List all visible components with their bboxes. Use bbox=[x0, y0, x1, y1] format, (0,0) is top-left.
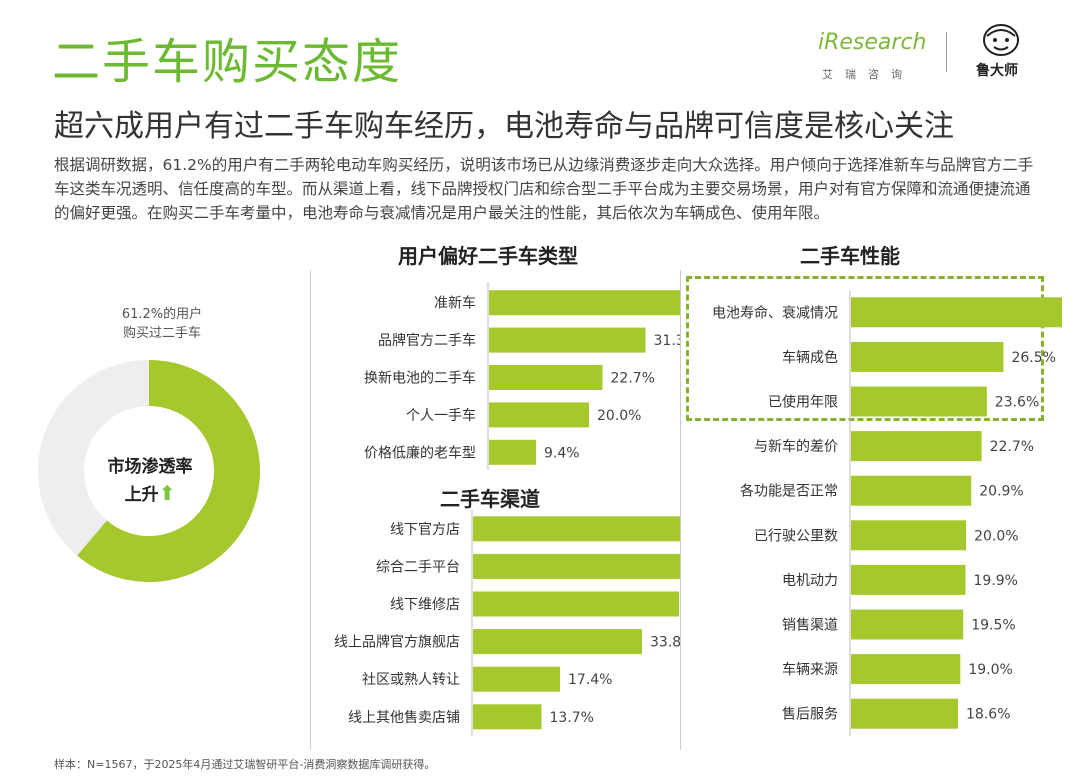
penetration-donut-chart bbox=[38, 360, 260, 582]
ludashi-logo-text: 鲁大师 bbox=[976, 63, 1018, 79]
bar bbox=[851, 698, 959, 729]
bar bbox=[851, 654, 961, 685]
divider-right bbox=[680, 270, 681, 750]
page-title: 二手车购买态度 bbox=[52, 34, 403, 90]
bar-category-label: 车辆来源 bbox=[782, 661, 838, 678]
bar-category-label: 与新车的差价 bbox=[754, 438, 838, 455]
bar bbox=[473, 666, 560, 692]
bar bbox=[489, 327, 646, 353]
summary-text: 根据调研数据，61.2%的用户有二手两轮电动车购买经历，说明该市场已从边缘消费逐… bbox=[54, 156, 1034, 222]
bar-category-label: 线下维修店 bbox=[390, 597, 460, 613]
ludashi-face-icon bbox=[983, 24, 1019, 56]
donut-label-line2: 购买过二手车 bbox=[122, 326, 201, 341]
bar-value-label: 9.4% bbox=[544, 445, 580, 461]
donut-center-trend: 上升⬆ bbox=[90, 480, 210, 505]
donut-value-arc bbox=[77, 360, 260, 582]
bar bbox=[473, 704, 542, 730]
bar bbox=[473, 553, 680, 579]
bar-category-label: 销售渠道 bbox=[782, 618, 838, 634]
bar bbox=[489, 290, 680, 316]
bar-category-label: 已行驶公里数 bbox=[754, 528, 838, 544]
bar-category-label: 准新车 bbox=[434, 295, 476, 312]
footnote: 样本：N=1567，于2025年4月通过艾瑞智研平台-消费洞察数据库调研获得。 bbox=[54, 758, 436, 771]
donut-trend-label: 上升 bbox=[124, 485, 159, 505]
bar-value-label: 22.7% bbox=[611, 371, 655, 387]
bar-value-label: 23.6% bbox=[995, 395, 1039, 411]
bar bbox=[851, 609, 964, 640]
bar-category-label: 综合二手平台 bbox=[376, 559, 460, 575]
bar-value-label: 20.9% bbox=[979, 484, 1023, 500]
chart-title-channels: 二手车渠道 bbox=[440, 487, 540, 511]
bar-category-label: 已使用年限 bbox=[768, 394, 838, 411]
bar-value-label: 13.7% bbox=[550, 710, 594, 726]
donut-label: 61.2%的用户 购买过二手车 bbox=[92, 305, 232, 343]
bar bbox=[489, 365, 603, 390]
bar-category-label: 电池寿命、衰减情况 bbox=[712, 304, 838, 321]
bar-value-label: 20.0% bbox=[974, 528, 1018, 544]
chart-title-performance: 二手车性能 bbox=[800, 244, 900, 268]
arrow-up-icon: ⬆ bbox=[158, 481, 176, 505]
bar-value-label: 20.0% bbox=[597, 408, 641, 424]
bar bbox=[851, 431, 982, 462]
bar-category-label: 换新电池的二手车 bbox=[364, 370, 476, 387]
page-subtitle: 超六成用户有过二手车购车经历，电池寿命与品牌可信度是核心关注 bbox=[54, 109, 954, 144]
bar-category-label: 售后服务 bbox=[782, 707, 838, 723]
bar-value-label: 18.6% bbox=[966, 707, 1010, 723]
bar-category-label: 品牌官方二手车 bbox=[378, 332, 476, 349]
bar bbox=[851, 520, 967, 551]
bar bbox=[851, 386, 987, 417]
bar-value-label: 26.5% bbox=[1011, 350, 1055, 366]
bar-value-label: 33.8% bbox=[650, 635, 680, 651]
bar bbox=[851, 475, 972, 506]
bar bbox=[473, 516, 680, 542]
bar-value-label: 19.9% bbox=[974, 573, 1018, 589]
chart-title-types: 用户偏好二手车类型 bbox=[398, 244, 578, 268]
iresearch-logo: iResearch bbox=[818, 30, 927, 55]
bar-value-label: 17.4% bbox=[568, 672, 612, 688]
bar-chart-channels: 线下官方店50.4%综合二手平台41.7%线下维修店41.2%线上品牌官方旗舰店… bbox=[334, 510, 680, 736]
bar bbox=[473, 629, 642, 655]
donut-center-title: 市场渗透率 bbox=[107, 457, 193, 477]
bar-category-label: 线上品牌官方旗舰店 bbox=[334, 634, 460, 651]
donut-label-line1: 61.2%的用户 bbox=[121, 307, 203, 322]
iresearch-logo-sub: 艾瑞咨询 bbox=[822, 68, 914, 81]
bar-chart-types: 准新车38.2%品牌官方二手车31.3%换新电池的二手车22.7%个人一手车20… bbox=[364, 282, 681, 470]
bar-value-label: 31.3% bbox=[654, 333, 681, 349]
bar bbox=[851, 341, 1004, 372]
bar-category-label: 各功能是否正常 bbox=[740, 484, 838, 500]
bar-category-label: 社区或熟人转让 bbox=[362, 672, 460, 688]
bar-category-label: 线上其他售卖店铺 bbox=[348, 710, 460, 726]
bar bbox=[489, 402, 589, 428]
bar-value-label: 22.7% bbox=[990, 439, 1034, 455]
bar-value-label: 19.5% bbox=[971, 618, 1015, 634]
highlight-box bbox=[686, 276, 1044, 421]
bar-category-label: 电机动力 bbox=[782, 573, 838, 589]
divider-left bbox=[310, 270, 311, 750]
logo-divider bbox=[946, 32, 947, 72]
bar-category-label: 价格低廉的老车型 bbox=[364, 444, 476, 461]
bar-chart-performance: 电池寿命、衰减情况39.9%车辆成色26.5%已使用年限23.6%与新车的差价2… bbox=[712, 290, 1062, 736]
bar bbox=[851, 297, 1062, 328]
bar bbox=[489, 439, 536, 465]
bar-category-label: 个人一手车 bbox=[406, 407, 476, 424]
bar-category-label: 车辆成色 bbox=[782, 349, 838, 366]
bar bbox=[473, 591, 679, 617]
bar-category-label: 线下官方店 bbox=[390, 522, 460, 538]
bar bbox=[851, 564, 966, 595]
logo-area: iResearch 艾瑞咨询 鲁大师 bbox=[818, 22, 1038, 82]
bar-value-label: 19.0% bbox=[968, 662, 1012, 678]
